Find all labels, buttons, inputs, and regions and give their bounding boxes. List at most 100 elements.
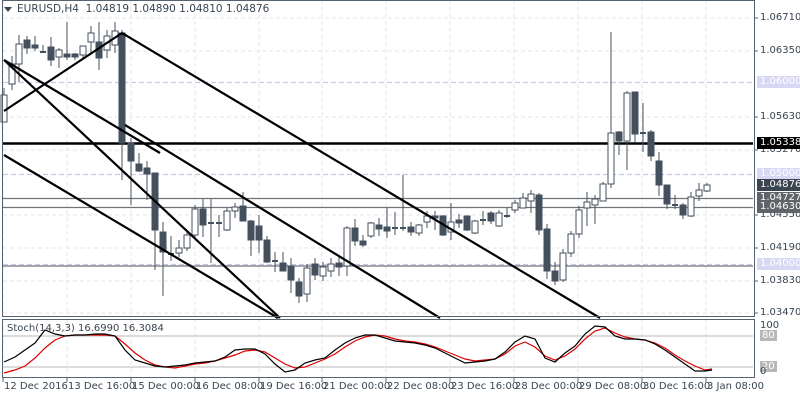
candle: [535, 193, 543, 235]
candle: [71, 53, 79, 60]
stoch-axis-label: 100: [760, 320, 780, 331]
candle-body: [175, 247, 183, 254]
candle: [40, 45, 46, 53]
candle: [471, 220, 479, 234]
resistance-level-1.05338-tag: 1.05338: [757, 137, 800, 149]
time-axis-label: 19 Dec 16:00: [260, 381, 328, 392]
channel-mid-seg[interactable]: [3, 59, 161, 154]
time-axis-label: 21 Dec 00:00: [323, 381, 391, 392]
candle: [319, 262, 327, 281]
candle-body: [183, 234, 191, 249]
stoch-frame: [2, 319, 755, 378]
price-axis-label: 1.05630: [760, 111, 800, 122]
candle-body: [23, 39, 31, 49]
candle: [135, 153, 143, 172]
candle: [343, 226, 351, 276]
candle-body: [415, 224, 423, 234]
candle-body: [575, 209, 583, 235]
candle: [415, 224, 423, 236]
time-axis-label: 28 Dec 00:00: [515, 381, 583, 392]
candle-body: [303, 267, 311, 295]
trendlines[interactable]: [3, 32, 601, 319]
candle-body: [535, 194, 543, 231]
time-axis-label: 15 Dec 00:00: [132, 381, 200, 392]
candle: [175, 240, 183, 257]
candle: [599, 182, 607, 202]
candle: [655, 152, 663, 196]
candle-body: [247, 220, 255, 241]
candle: [295, 278, 303, 303]
candle-body: [591, 198, 599, 206]
candle-body: [135, 163, 143, 172]
candle-body: [118, 32, 126, 144]
candle: [687, 192, 695, 217]
candle: [0, 88, 8, 123]
candle: [511, 200, 519, 213]
candle: [223, 208, 231, 231]
candle: [367, 222, 375, 238]
candle: [118, 30, 126, 180]
candle: [623, 91, 631, 170]
rising-trendline[interactable]: [3, 32, 123, 112]
candle: [383, 208, 391, 238]
candle: [359, 235, 367, 247]
candle: [400, 175, 406, 231]
candle-body: [527, 193, 535, 202]
time-axis-label: 12 Dec 2016: [4, 381, 68, 392]
candle: [504, 208, 510, 218]
candle-body: [455, 219, 463, 224]
candle: [607, 32, 615, 188]
candle-body: [327, 263, 335, 272]
candle-body: [55, 49, 63, 58]
candle-body: [143, 167, 151, 175]
price-axis-label: 1.04550: [760, 209, 800, 220]
price-axis-label: 1.03830: [760, 275, 800, 286]
candle-body: [623, 92, 631, 142]
candle: [591, 195, 599, 224]
candle-body: [199, 208, 207, 226]
candle: [151, 172, 159, 270]
price-axis-label: 1.03470: [760, 307, 800, 318]
channel-middle-line[interactable]: [124, 124, 441, 319]
candle: [583, 192, 591, 226]
price-axis-label: 1.06350: [760, 45, 800, 56]
candle: [567, 231, 575, 257]
candle-body: [495, 212, 503, 227]
candle: [487, 211, 495, 224]
candle: [199, 199, 207, 237]
candle: [272, 252, 278, 272]
candle-body: [319, 266, 327, 277]
candle: [327, 258, 335, 277]
stochastic-oscillator: [3, 325, 753, 374]
channel-lower-line[interactable]: [3, 154, 279, 319]
candle-body: [87, 32, 95, 43]
candle: [31, 36, 39, 51]
candle-body: [31, 44, 39, 49]
candle: [183, 230, 191, 251]
price-axis-label: 1.05270: [760, 144, 800, 155]
candle: [527, 190, 535, 213]
candle: [159, 222, 167, 296]
candle: [231, 203, 239, 218]
candle-body: [655, 160, 663, 186]
candle-body: [287, 265, 295, 281]
candle: [672, 195, 678, 209]
candle: [79, 45, 87, 59]
channel-upper-line[interactable]: [121, 32, 601, 319]
time-axis-label: 3 Jan 08:00: [707, 381, 764, 392]
price-axis-label: 1.06710: [760, 12, 800, 23]
candle: [287, 258, 295, 293]
time-axis-label: 16 Dec 08:00: [196, 381, 264, 392]
channel-middle-line-1[interactable]: [3, 59, 281, 319]
candle-body: [599, 183, 607, 202]
chart-frames: [2, 0, 758, 382]
stochastic-label: Stoch(14,3,3) 16.6990 16.3084: [7, 323, 164, 334]
alert-level-1.04000-tag: 1.04000: [757, 258, 800, 270]
candle-body: [223, 210, 231, 231]
collapse-triangle-icon[interactable]: [4, 6, 12, 12]
candle: [247, 220, 255, 256]
candle: [127, 138, 135, 205]
time-axis-label: 29 Dec 08:00: [579, 381, 647, 392]
candle: [407, 222, 415, 236]
